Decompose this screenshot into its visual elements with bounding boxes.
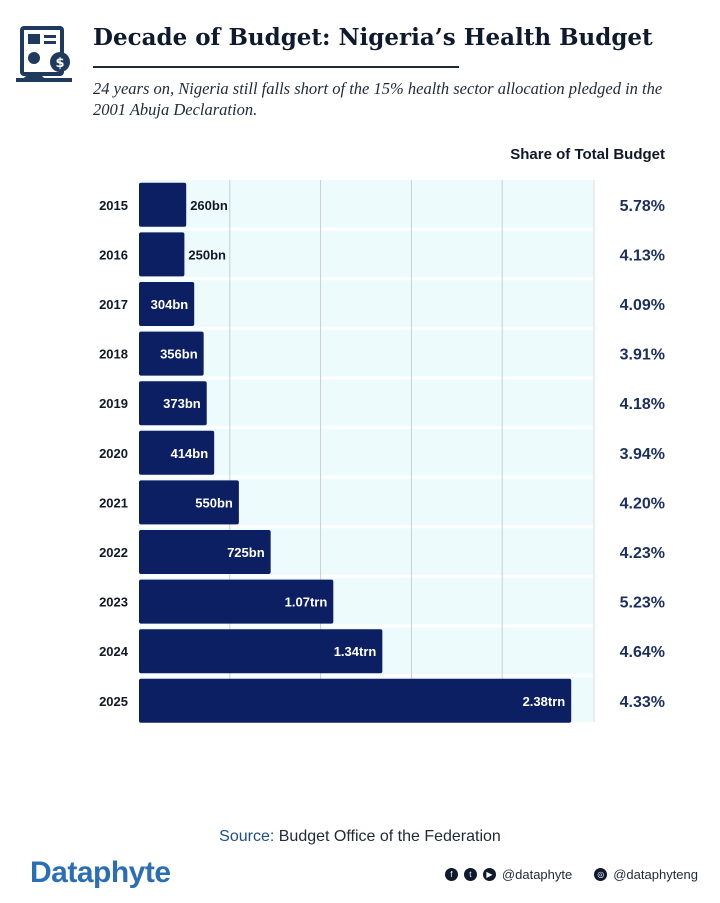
bar-2021 [139, 480, 239, 525]
social-handle-dataphyte[interactable]: @dataphyte [501, 867, 573, 882]
data-label-2023: 1.07trn [285, 595, 328, 610]
year-label-2021: 2021 [99, 495, 128, 510]
budget-report-icon: $ [16, 26, 72, 82]
share-value-2023: 5.23% [620, 595, 665, 612]
data-label-2016: 250bn [188, 247, 226, 262]
year-label-2022: 2022 [99, 545, 128, 560]
share-value-2021: 4.20% [620, 495, 665, 512]
share-value-2015: 5.78% [620, 198, 665, 215]
share-column-heading: Share of Total Budget [510, 146, 665, 163]
year-label-2017: 2017 [99, 297, 128, 312]
row-separator [139, 624, 593, 628]
year-label-2015: 2015 [99, 198, 128, 213]
bar-2023 [139, 579, 334, 624]
social-links: f t ▶ @dataphyte ◎ @dataphyteng [444, 867, 698, 882]
source-text: Budget Office of the Federation [278, 828, 501, 845]
dataphyte-logo: Dataphyte [30, 856, 171, 889]
data-label-2015: 260bn [190, 198, 228, 213]
data-label-2021: 550bn [195, 495, 233, 510]
row-separator [139, 574, 593, 578]
source-note: Source: Budget Office of the Federation [0, 828, 720, 846]
share-value-2018: 3.91% [620, 347, 665, 364]
bar-2025 [139, 678, 572, 723]
row-separator [139, 426, 593, 429]
chart-subtitle: 24 years on, Nigeria still falls short o… [93, 79, 663, 119]
row-separator [139, 376, 593, 380]
bar-2022 [139, 530, 271, 574]
row-separator [139, 326, 593, 330]
share-value-2020: 3.94% [620, 446, 665, 463]
year-label-2024: 2024 [99, 644, 129, 659]
share-value-2022: 4.23% [620, 545, 665, 562]
bar-2018 [139, 331, 204, 376]
year-label-2023: 2023 [99, 595, 128, 610]
title-underline [93, 66, 459, 68]
bar-2016 [139, 232, 185, 277]
row-separator [139, 475, 593, 479]
bar-2024 [139, 629, 383, 674]
bar-2019 [139, 381, 207, 426]
data-label-2020: 414bn [171, 446, 209, 461]
data-label-2018: 356bn [160, 347, 198, 362]
row-separator [139, 525, 593, 529]
share-value-2017: 4.09% [620, 297, 665, 314]
data-label-2025: 2.38trn [523, 694, 566, 709]
facebook-icon[interactable]: f [444, 868, 458, 881]
data-label-2024: 1.34trn [334, 644, 377, 659]
share-value-2024: 4.64% [620, 644, 665, 661]
twitter-icon[interactable]: t [463, 868, 477, 881]
share-value-2025: 4.33% [620, 694, 665, 711]
row-separator [139, 277, 593, 281]
data-label-2022: 725bn [227, 545, 265, 560]
svg-text:$: $ [55, 56, 64, 71]
instagram-icon[interactable]: ◎ [594, 868, 608, 881]
row-separator [139, 674, 593, 677]
share-value-2019: 4.18% [620, 396, 665, 413]
bar-2015 [139, 182, 187, 227]
data-label-2019: 373bn [163, 396, 201, 411]
bar-2020 [139, 430, 215, 475]
youtube-icon[interactable]: ▶ [482, 868, 496, 881]
year-label-2019: 2019 [99, 396, 128, 411]
social-handle-dataphyteng[interactable]: @dataphyteng [613, 867, 698, 882]
source-label: Source: [219, 828, 275, 845]
chart-title: Decade of Budget: Nigeria’s Health Budge… [93, 24, 653, 51]
row-separator [139, 227, 593, 231]
year-label-2020: 2020 [99, 446, 128, 461]
share-value-2016: 4.13% [620, 247, 665, 264]
year-label-2025: 2025 [99, 694, 128, 709]
data-label-2017: 304bn [151, 297, 189, 312]
year-label-2018: 2018 [99, 347, 128, 362]
year-label-2016: 2016 [99, 247, 128, 262]
bar-2017 [139, 282, 195, 326]
